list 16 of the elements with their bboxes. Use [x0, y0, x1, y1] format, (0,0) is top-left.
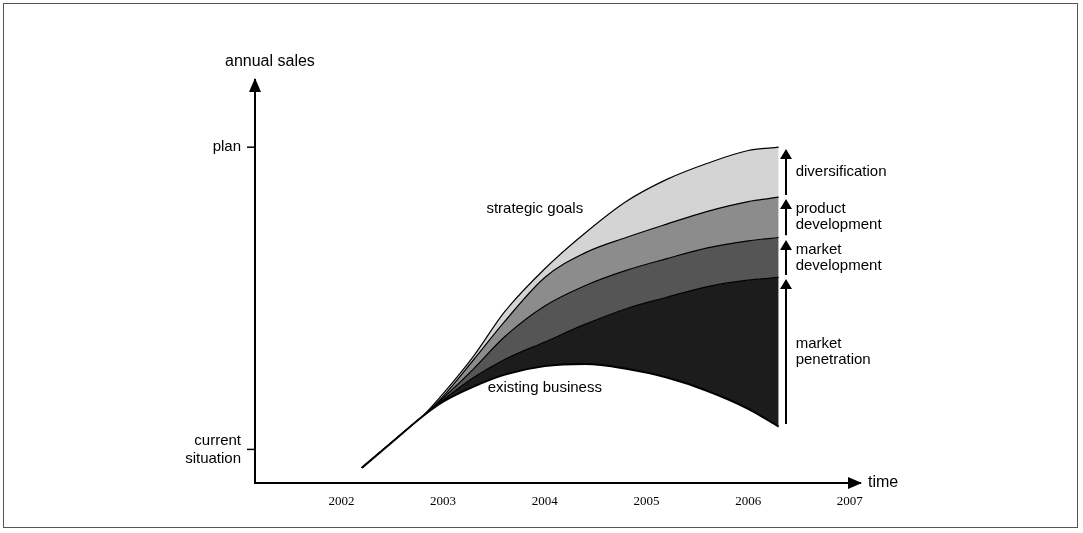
legend-label: product development — [795, 199, 883, 233]
series-label: diversification — [795, 162, 887, 180]
y-axis-title: annual sales — [225, 52, 315, 70]
ref-line-label: current situation — [185, 430, 242, 466]
series-label: market penetration — [795, 334, 871, 368]
ref-line-label: plan — [212, 137, 241, 155]
series-label: existing business — [487, 377, 602, 395]
x-tick-label: 2007 — [836, 493, 864, 509]
legend-label: market development — [795, 239, 883, 273]
x-tick-label: 2004 — [531, 493, 559, 509]
x-tick-label: 2006 — [735, 493, 762, 509]
x-tick-label: 2002 — [328, 493, 355, 509]
annotation: strategic goals — [486, 198, 584, 216]
x-tick-label: 2005 — [633, 493, 660, 509]
x-axis-title: time — [868, 473, 899, 491]
x-tick-label: 2003 — [430, 493, 457, 509]
